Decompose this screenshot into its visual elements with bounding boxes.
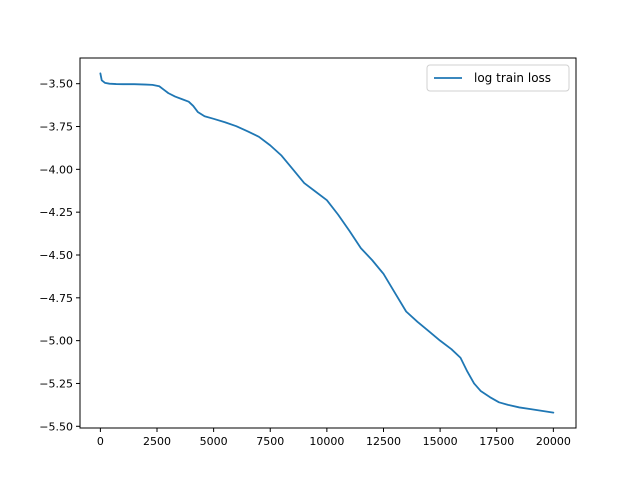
y-tick-label: −4.75 (39, 292, 73, 305)
y-tick-label: −5.00 (39, 335, 73, 348)
y-tick-label: −4.00 (39, 163, 73, 176)
x-tick-label: 2500 (143, 435, 171, 448)
axes-layer: 0 2500 5000 7500 10000 12500 15000 17500 20000 −3… (39, 78, 571, 448)
x-tick-label: 12500 (366, 435, 401, 448)
y-tick-label: −4.25 (39, 206, 73, 219)
series-line-log-train-loss (99, 72, 555, 414)
x-tick-label: 15000 (423, 435, 458, 448)
x-tick-label: 7500 (256, 435, 284, 448)
plot-background (80, 58, 576, 428)
x-tick-label: 0 (97, 435, 104, 448)
legend-box (426, 64, 570, 92)
plot-frame (79, 57, 577, 429)
legend: log train loss (426, 64, 570, 92)
x-tick-label: 10000 (309, 435, 344, 448)
y-tick-label: −3.75 (39, 121, 73, 134)
x-tick-label: 5000 (200, 435, 228, 448)
x-tick-label: 20000 (536, 435, 571, 448)
legend-label: log train loss (474, 71, 551, 85)
x-tick-label: 17500 (479, 435, 514, 448)
y-tick-label: −5.50 (39, 420, 73, 433)
series-layer (99, 72, 555, 414)
y-tick-label: −3.50 (39, 78, 73, 91)
y-tick-label: −5.25 (39, 377, 73, 390)
y-tick-label: −4.50 (39, 249, 73, 262)
